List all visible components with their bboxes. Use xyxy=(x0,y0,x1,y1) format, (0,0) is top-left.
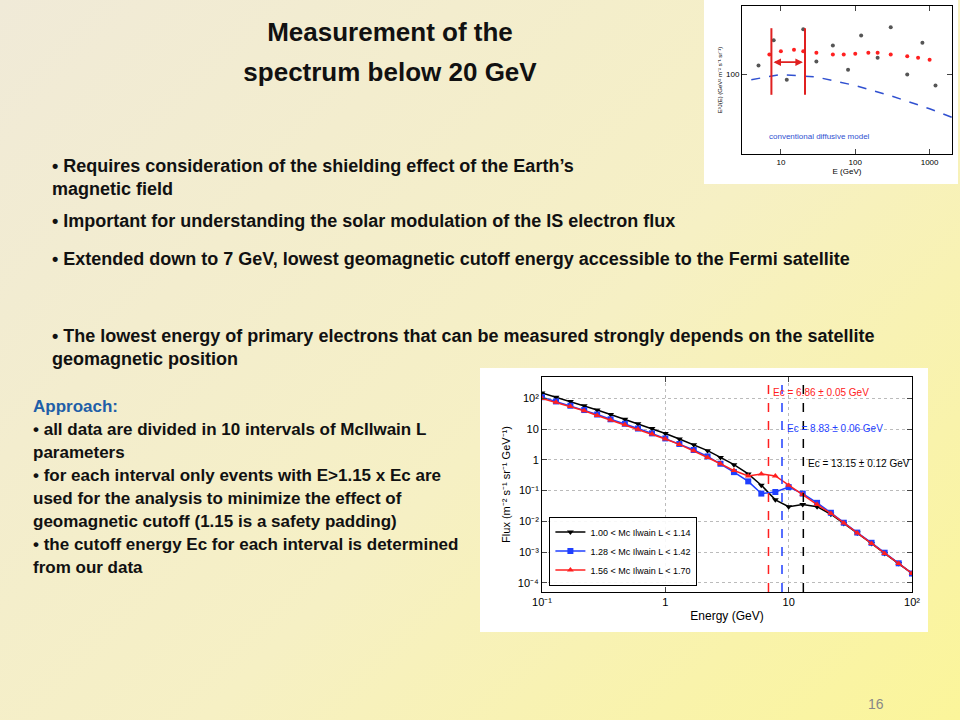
svg-text:Ec = 6.86 ± 0.05 GeV: Ec = 6.86 ± 0.05 GeV xyxy=(773,387,869,398)
html-text:Important for understanding th: Important for understanding the solar mo… xyxy=(63,211,676,231)
svg-text:Ec = 8.83 ± 0.06 GeV: Ec = 8.83 ± 0.06 GeV xyxy=(787,423,883,434)
html-text:for each interval only events: for each interval only events with E>1.1… xyxy=(33,466,441,531)
svg-text:10⁻²: 10⁻² xyxy=(519,515,539,527)
svg-text:Flux (m⁻² s⁻¹ sr⁻¹ GeV⁻¹): Flux (m⁻² s⁻¹ sr⁻¹ GeV⁻¹) xyxy=(500,426,512,543)
svg-text:10: 10 xyxy=(783,596,795,608)
svg-text:100: 100 xyxy=(726,70,740,79)
svg-text:10⁻⁴: 10⁻⁴ xyxy=(518,577,539,589)
svg-text:Energy (GeV): Energy (GeV) xyxy=(690,609,763,623)
svg-text:10²: 10² xyxy=(523,392,539,404)
svg-text:conventional diffusive model: conventional diffusive model xyxy=(769,132,870,141)
svg-text:10: 10 xyxy=(527,423,539,435)
svg-text:E (GeV): E (GeV) xyxy=(833,167,862,176)
html-text:The lowest energy of primary e: The lowest energy of primary electrons t… xyxy=(52,326,875,369)
svg-text:10⁻¹: 10⁻¹ xyxy=(532,596,552,608)
svg-text:10⁻¹: 10⁻¹ xyxy=(519,484,539,496)
html-text:Requires consideration of the: Requires consideration of the shielding … xyxy=(52,156,574,199)
svg-text:100: 100 xyxy=(849,158,863,167)
svg-text:E³J(E) (GeV² m⁻² s⁻¹ sr⁻¹): E³J(E) (GeV² m⁻² s⁻¹ sr⁻¹) xyxy=(717,47,723,114)
svg-text:1.28 < Mc Ilwain L < 1.42: 1.28 < Mc Ilwain L < 1.42 xyxy=(590,547,690,557)
html-text:Extended down to 7 GeV, lowest: Extended down to 7 GeV, lowest geomagnet… xyxy=(63,249,850,269)
svg-text:10²: 10² xyxy=(904,596,920,608)
html-text:spectrum below 20 GeV: spectrum below 20 GeV xyxy=(243,57,537,87)
svg-text:10⁻³: 10⁻³ xyxy=(519,546,539,558)
html-text:Measurement of the: Measurement of the xyxy=(267,17,513,47)
svg-text:1000: 1000 xyxy=(921,158,939,167)
html-text:16: 16 xyxy=(868,696,884,712)
html-text:the cutoff energy Ec for each: the cutoff energy Ec for each interval i… xyxy=(33,535,459,577)
svg-text:1: 1 xyxy=(533,454,539,466)
svg-text:1.00 < Mc Ilwain L < 1.14: 1.00 < Mc Ilwain L < 1.14 xyxy=(590,528,690,538)
svg-text:1: 1 xyxy=(662,596,668,608)
svg-text:10: 10 xyxy=(776,158,785,167)
svg-text:Ec = 13.15 ± 0.12 GeV: Ec = 13.15 ± 0.12 GeV xyxy=(808,458,910,469)
html-text:all data are divided in 10 int: all data are divided in 10 intervals of … xyxy=(33,420,426,462)
html-text:Approach:: Approach: xyxy=(33,397,118,416)
svg-text:1.56 < Mc Ilwain L < 1.70: 1.56 < Mc Ilwain L < 1.70 xyxy=(590,566,690,576)
